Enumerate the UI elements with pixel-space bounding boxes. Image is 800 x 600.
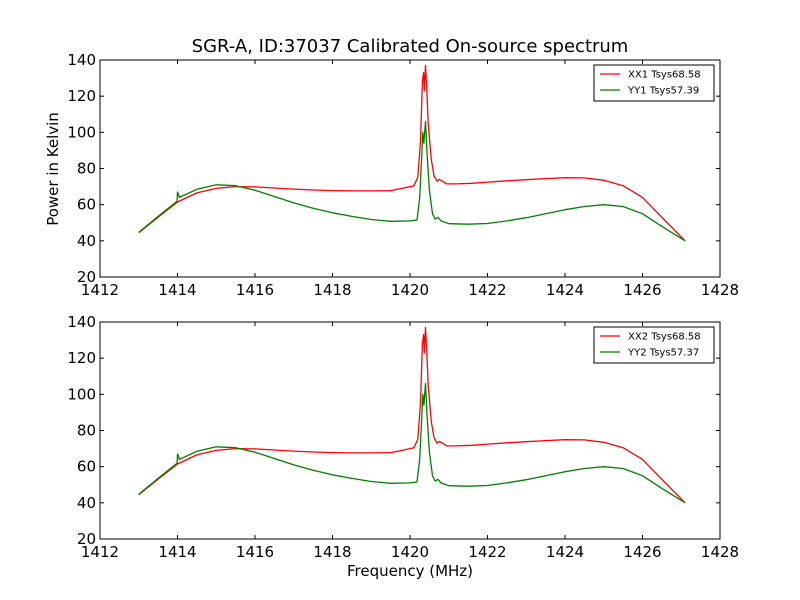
y-tick-label: 120 <box>67 349 96 367</box>
x-tick-label: 1428 <box>701 281 739 299</box>
series-line-2-2 <box>138 382 686 504</box>
x-tick-label: 1416 <box>236 281 274 299</box>
legend-box <box>593 326 715 364</box>
y-tick-label: 140 <box>67 313 96 331</box>
panel-2: 1412 1414 1416 1418 1420 1422 1424 1426 1428 20 40… <box>67 313 739 561</box>
x-tick-label: 1424 <box>546 281 584 299</box>
x-tick-label: 1420 <box>391 281 429 299</box>
y-tick-label: 80 <box>77 160 96 178</box>
x-axis-label: Frequency (MHz) <box>347 562 473 580</box>
y-tick-label: 20 <box>77 530 96 548</box>
x-tick-label: 1414 <box>158 281 196 299</box>
chart-title: SGR-A, ID:37037 Calibrated On-source spe… <box>192 36 629 57</box>
x-tick-label: 1424 <box>546 543 584 561</box>
series-line-1-2 <box>138 120 686 242</box>
y-tick-label: 40 <box>77 494 96 512</box>
x-tick-label: 1422 <box>468 543 506 561</box>
x-tick-label: 1426 <box>623 543 661 561</box>
x-tick-label: 1422 <box>468 281 506 299</box>
legend-entry: YY1 Tsys57.39 <box>627 86 699 97</box>
x-tick-label: 1420 <box>391 543 429 561</box>
legend-entry: XX1 Tsys68.58 <box>628 70 701 81</box>
panel-1: 1412 1414 1416 1418 1420 1422 1424 1426 1428 20 40… <box>67 51 739 299</box>
legend-entry: YY2 Tsys57.37 <box>627 348 699 359</box>
series-line-2-1 <box>138 326 686 504</box>
y-tick-label: 60 <box>77 196 96 214</box>
y-tick-label: 20 <box>77 268 96 286</box>
y-tick-label: 100 <box>67 123 96 141</box>
legend-entry: XX2 Tsys68.58 <box>628 332 701 343</box>
legend-box <box>593 64 715 102</box>
y-tick-label: 40 <box>77 232 96 250</box>
x-tick-label: 1414 <box>158 543 196 561</box>
y-tick-label: 120 <box>67 87 96 105</box>
legend-2: XX2 Tsys68.58 YY2 Tsys57.37 <box>593 326 715 364</box>
y-tick-label: 140 <box>67 51 96 69</box>
x-tick-label: 1426 <box>623 281 661 299</box>
series-line-1-1 <box>138 64 686 242</box>
x-tick-label: 1418 <box>313 543 351 561</box>
y-tick-label: 60 <box>77 458 96 476</box>
legend-1: XX1 Tsys68.58 YY1 Tsys57.39 <box>593 64 715 102</box>
x-tick-label: 1416 <box>236 543 274 561</box>
x-tick-label: 1412 <box>81 281 119 299</box>
x-tick-label: 1428 <box>701 543 739 561</box>
x-tick-label: 1418 <box>313 281 351 299</box>
y-axis-label: Power in Kelvin <box>44 112 62 226</box>
plot-panels: 1412 1414 1416 1418 1420 1422 1424 1426 1428 20 40… <box>67 51 739 561</box>
y-tick-label: 100 <box>67 385 96 403</box>
x-tick-label: 1412 <box>81 543 119 561</box>
y-tick-label: 80 <box>77 422 96 440</box>
